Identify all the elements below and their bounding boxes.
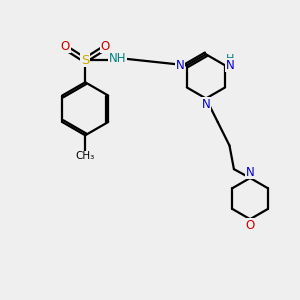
- Text: CH₃: CH₃: [76, 152, 95, 161]
- Text: N: N: [246, 166, 254, 178]
- Text: H: H: [226, 54, 235, 64]
- Text: O: O: [245, 219, 255, 232]
- Text: N: N: [202, 98, 210, 111]
- Text: O: O: [61, 40, 70, 53]
- Text: O: O: [100, 40, 110, 53]
- Text: S: S: [81, 54, 89, 67]
- Text: N: N: [176, 59, 185, 72]
- Text: N: N: [226, 59, 235, 72]
- Text: NH: NH: [109, 52, 126, 65]
